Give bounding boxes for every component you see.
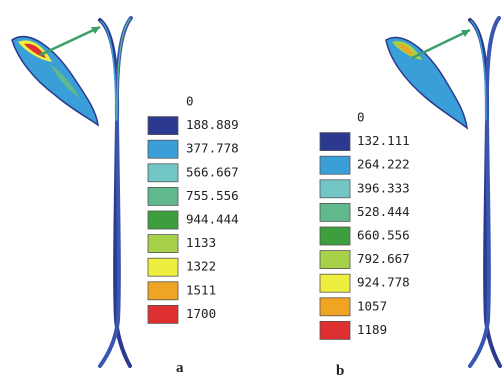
legend-swatch — [320, 227, 350, 245]
legend-swatch — [148, 282, 178, 300]
legend-label: 188.889 — [186, 117, 239, 132]
legend-label: 1322 — [186, 259, 216, 274]
legend-swatch — [148, 305, 178, 323]
legend-swatch — [320, 251, 350, 269]
legend-label: 264.222 — [357, 157, 410, 172]
legend-label: 924.778 — [357, 275, 410, 290]
legend-swatch — [148, 235, 178, 253]
legend-swatch — [148, 258, 178, 276]
legend-label: 0 — [186, 94, 194, 109]
legend-label: 792.667 — [357, 251, 410, 266]
legend-swatch — [320, 133, 350, 151]
legend-swatch — [320, 298, 350, 316]
zoom-detail-b — [386, 30, 470, 128]
legend-label: 944.444 — [186, 212, 239, 227]
legend-label: 1189 — [357, 322, 387, 337]
legend-swatch — [320, 156, 350, 174]
legend-swatch — [320, 274, 350, 292]
legend-swatch — [320, 321, 350, 339]
legend-label: 1700 — [186, 306, 216, 321]
legend-label: 1133 — [186, 235, 216, 250]
legend-label: 1511 — [186, 282, 216, 297]
legend-swatch — [148, 164, 178, 182]
legend-label: 660.556 — [357, 228, 410, 243]
legend-label: 1057 — [357, 298, 387, 313]
legend-swatch — [148, 117, 178, 135]
legend-swatch — [320, 180, 350, 198]
panel-label: a — [176, 360, 184, 376]
legend-label: 132.111 — [357, 133, 410, 148]
strip-model-b — [470, 18, 500, 366]
legend-label: 396.333 — [357, 180, 410, 195]
panel-label: b — [336, 363, 344, 377]
legend-label: 0 — [357, 110, 365, 125]
legend-label: 528.444 — [357, 204, 410, 219]
figure: a b 0 188.889 377.778 566.667 755.556 944.444… — [0, 0, 504, 377]
zoom-detail-a — [12, 27, 100, 125]
legend-swatch — [148, 140, 178, 158]
legend-label: 377.778 — [186, 141, 239, 156]
strip-model-a — [100, 18, 131, 366]
legend-label: 566.667 — [186, 164, 239, 179]
legend-swatch — [320, 203, 350, 221]
legend-swatch — [148, 211, 178, 229]
legend-label: 755.556 — [186, 188, 239, 203]
legend-swatch — [148, 187, 178, 205]
